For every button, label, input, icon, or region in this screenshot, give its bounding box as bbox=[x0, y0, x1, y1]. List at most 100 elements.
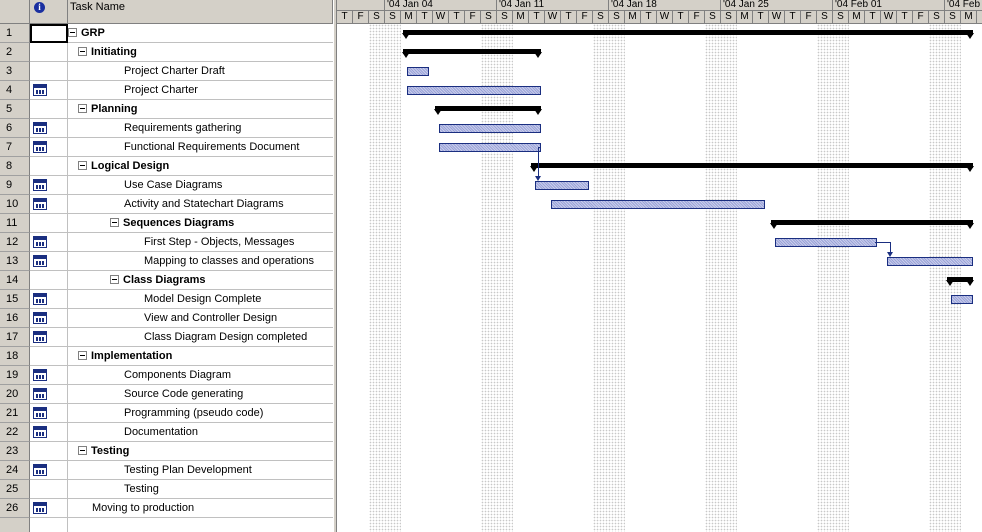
collapse-icon[interactable] bbox=[78, 47, 87, 56]
task-row[interactable]: 23 Testing bbox=[0, 442, 333, 461]
row-id[interactable]: 6 bbox=[0, 119, 30, 138]
empty-row[interactable] bbox=[0, 518, 333, 532]
indicator-cell[interactable] bbox=[30, 24, 68, 43]
task-row[interactable]: 2 Initiating bbox=[0, 43, 333, 62]
task-row[interactable]: 8 Logical Design bbox=[0, 157, 333, 176]
task-name-cell[interactable]: GRP bbox=[68, 24, 333, 43]
task-name-cell[interactable]: Testing bbox=[68, 442, 333, 461]
row-id[interactable]: 19 bbox=[0, 366, 30, 385]
task-name-cell[interactable]: Testing Plan Development bbox=[68, 461, 333, 480]
task-row[interactable]: 1 GRP bbox=[0, 24, 333, 43]
task-bar[interactable] bbox=[775, 238, 877, 247]
task-name-cell[interactable]: Source Code generating bbox=[68, 385, 333, 404]
task-name-cell[interactable]: Programming (pseudo code) bbox=[68, 404, 333, 423]
task-row[interactable]: 5 Planning bbox=[0, 100, 333, 119]
task-row[interactable]: 6 Requirements gathering bbox=[0, 119, 333, 138]
task-name-cell[interactable] bbox=[68, 518, 333, 532]
task-name-cell[interactable]: Class Diagrams bbox=[68, 271, 333, 290]
indicator-cell[interactable] bbox=[30, 366, 68, 385]
indicator-cell[interactable] bbox=[30, 43, 68, 62]
task-name-column-header[interactable]: Task Name bbox=[68, 0, 333, 24]
task-bar[interactable] bbox=[551, 200, 765, 209]
task-name-cell[interactable]: Activity and Statechart Diagrams bbox=[68, 195, 333, 214]
task-name-cell[interactable]: Implementation bbox=[68, 347, 333, 366]
task-row[interactable]: 9 Use Case Diagrams bbox=[0, 176, 333, 195]
indicator-cell[interactable] bbox=[30, 62, 68, 81]
indicator-cell[interactable] bbox=[30, 347, 68, 366]
indicator-cell[interactable] bbox=[30, 423, 68, 442]
task-row[interactable]: 17 Class Diagram Design completed bbox=[0, 328, 333, 347]
task-name-cell[interactable]: Use Case Diagrams bbox=[68, 176, 333, 195]
task-name-cell[interactable]: Functional Requirements Document bbox=[68, 138, 333, 157]
indicators-column-header[interactable]: i bbox=[30, 0, 68, 24]
id-column-header[interactable] bbox=[0, 0, 30, 24]
collapse-icon[interactable] bbox=[110, 218, 119, 227]
task-row[interactable]: 25 Testing bbox=[0, 480, 333, 499]
task-name-cell[interactable]: Documentation bbox=[68, 423, 333, 442]
row-id[interactable]: 3 bbox=[0, 62, 30, 81]
task-bar[interactable] bbox=[439, 143, 541, 152]
indicator-cell[interactable] bbox=[30, 119, 68, 138]
indicator-cell[interactable] bbox=[30, 328, 68, 347]
task-name-cell[interactable]: Project Charter Draft bbox=[68, 62, 333, 81]
row-id[interactable]: 16 bbox=[0, 309, 30, 328]
summary-bar[interactable] bbox=[770, 220, 974, 229]
row-id[interactable]: 21 bbox=[0, 404, 30, 423]
task-name-cell[interactable]: Requirements gathering bbox=[68, 119, 333, 138]
indicator-cell[interactable] bbox=[30, 195, 68, 214]
indicator-cell[interactable] bbox=[30, 214, 68, 233]
indicator-cell[interactable] bbox=[30, 233, 68, 252]
task-name-cell[interactable]: Model Design Complete bbox=[68, 290, 333, 309]
summary-bar[interactable] bbox=[946, 277, 974, 286]
task-bar[interactable] bbox=[951, 295, 973, 304]
row-id[interactable]: 22 bbox=[0, 423, 30, 442]
task-row[interactable]: 18 Implementation bbox=[0, 347, 333, 366]
task-row[interactable]: 10 Activity and Statechart Diagrams bbox=[0, 195, 333, 214]
indicator-cell[interactable] bbox=[30, 480, 68, 499]
task-row[interactable]: 19 Components Diagram bbox=[0, 366, 333, 385]
collapse-icon[interactable] bbox=[110, 275, 119, 284]
task-row[interactable]: 7 Functional Requirements Document bbox=[0, 138, 333, 157]
task-bar[interactable] bbox=[887, 257, 973, 266]
collapse-icon[interactable] bbox=[78, 351, 87, 360]
indicator-cell[interactable] bbox=[30, 518, 68, 532]
task-row[interactable]: 11 Sequences Diagrams bbox=[0, 214, 333, 233]
task-row[interactable]: 14 Class Diagrams bbox=[0, 271, 333, 290]
task-row[interactable]: 4 Project Charter bbox=[0, 81, 333, 100]
task-row[interactable]: 16 View and Controller Design bbox=[0, 309, 333, 328]
task-name-cell[interactable]: Sequences Diagrams bbox=[68, 214, 333, 233]
task-row[interactable]: 26 Moving to production bbox=[0, 499, 333, 518]
task-name-cell[interactable]: Moving to production bbox=[68, 499, 333, 518]
row-id[interactable]: 25 bbox=[0, 480, 30, 499]
summary-bar[interactable] bbox=[402, 49, 542, 58]
row-id[interactable]: 7 bbox=[0, 138, 30, 157]
indicator-cell[interactable] bbox=[30, 290, 68, 309]
task-name-cell[interactable]: Class Diagram Design completed bbox=[68, 328, 333, 347]
row-id[interactable]: 24 bbox=[0, 461, 30, 480]
row-id[interactable]: 4 bbox=[0, 81, 30, 100]
row-id[interactable]: 9 bbox=[0, 176, 30, 195]
row-id[interactable]: 5 bbox=[0, 100, 30, 119]
row-id[interactable]: 13 bbox=[0, 252, 30, 271]
row-id[interactable]: 17 bbox=[0, 328, 30, 347]
task-bar[interactable] bbox=[535, 181, 589, 190]
summary-bar[interactable] bbox=[402, 30, 974, 39]
task-name-cell[interactable]: Logical Design bbox=[68, 157, 333, 176]
task-name-cell[interactable]: Components Diagram bbox=[68, 366, 333, 385]
task-row[interactable]: 12 First Step - Objects, Messages bbox=[0, 233, 333, 252]
indicator-cell[interactable] bbox=[30, 385, 68, 404]
task-name-cell[interactable]: Initiating bbox=[68, 43, 333, 62]
collapse-icon[interactable] bbox=[68, 28, 77, 37]
task-row[interactable]: 22 Documentation bbox=[0, 423, 333, 442]
indicator-cell[interactable] bbox=[30, 100, 68, 119]
task-name-cell[interactable]: View and Controller Design bbox=[68, 309, 333, 328]
indicator-cell[interactable] bbox=[30, 404, 68, 423]
row-id[interactable]: 2 bbox=[0, 43, 30, 62]
row-id[interactable]: 23 bbox=[0, 442, 30, 461]
row-id[interactable]: 12 bbox=[0, 233, 30, 252]
task-row[interactable]: 20 Source Code generating bbox=[0, 385, 333, 404]
row-id[interactable]: 15 bbox=[0, 290, 30, 309]
indicator-cell[interactable] bbox=[30, 442, 68, 461]
task-bar[interactable] bbox=[407, 86, 541, 95]
row-id[interactable]: 20 bbox=[0, 385, 30, 404]
